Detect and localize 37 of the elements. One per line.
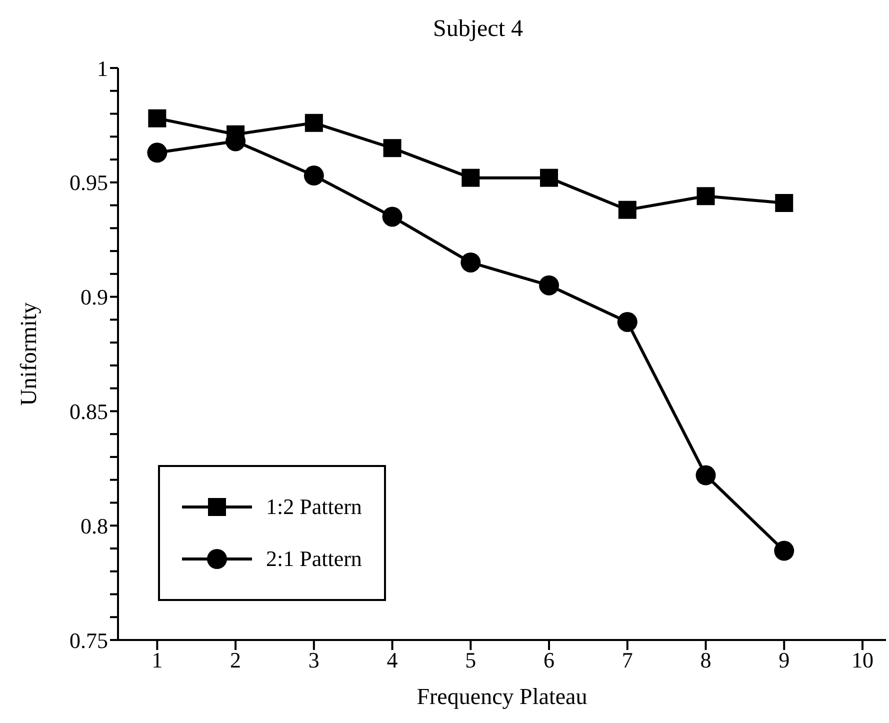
point bbox=[147, 142, 168, 163]
point bbox=[462, 168, 480, 187]
point bbox=[618, 200, 636, 219]
point bbox=[540, 168, 558, 187]
x-tick-label: 1 bbox=[152, 648, 163, 673]
chart-title: Subject 4 bbox=[432, 15, 524, 44]
point bbox=[148, 109, 166, 128]
y-axis-title: Uniformity bbox=[16, 302, 42, 406]
legend-label: 2:1 Pattern bbox=[266, 546, 362, 572]
point bbox=[696, 465, 716, 486]
point bbox=[304, 166, 324, 186]
x-tick-label: 4 bbox=[386, 648, 398, 673]
x-tick-label: 2 bbox=[230, 648, 242, 673]
point bbox=[696, 187, 715, 206]
point bbox=[304, 114, 323, 132]
x-tick-label: 10 bbox=[851, 648, 874, 673]
y-tick-label: 0.75 bbox=[70, 628, 108, 653]
point bbox=[539, 275, 560, 296]
y-tick-label: 0.8 bbox=[80, 513, 108, 538]
x-tick-label: 9 bbox=[778, 648, 790, 673]
y-tick-label: 0.85 bbox=[70, 399, 108, 424]
point bbox=[617, 312, 638, 332]
point bbox=[382, 206, 402, 227]
legend-label: 1:2 Pattern bbox=[266, 494, 362, 520]
y-tick-label: 1 bbox=[97, 56, 108, 81]
x-axis-title: Frequency Plateau bbox=[416, 684, 588, 709]
x-tick-label: 6 bbox=[544, 648, 555, 673]
y-tick-label: 0.9 bbox=[80, 284, 108, 310]
point bbox=[460, 252, 481, 272]
x-tick-label: 3 bbox=[308, 648, 320, 673]
point bbox=[383, 139, 402, 158]
y-tick-label: 0.95 bbox=[70, 170, 108, 196]
x-tick-label: 5 bbox=[465, 648, 476, 673]
x-tick-label: 7 bbox=[622, 648, 633, 673]
point bbox=[775, 194, 794, 212]
point bbox=[774, 540, 794, 561]
x-tick-label: 8 bbox=[700, 648, 712, 673]
